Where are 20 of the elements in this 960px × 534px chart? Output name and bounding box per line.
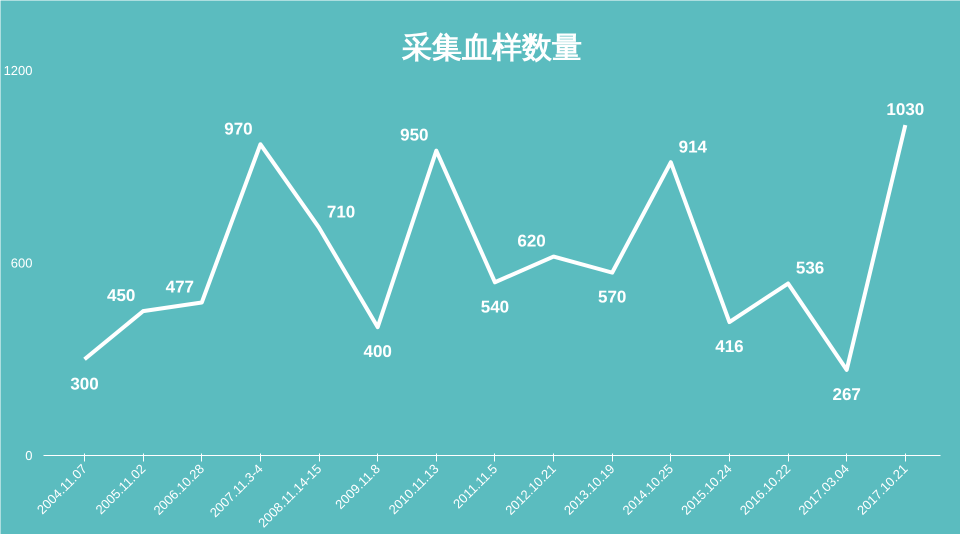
data-label: 710 xyxy=(326,202,356,222)
line-series xyxy=(82,123,908,372)
data-label: 416 xyxy=(715,337,744,356)
data-label: 570 xyxy=(598,288,626,307)
data-label: 950 xyxy=(400,126,428,145)
data-label: 970 xyxy=(224,119,253,138)
data-label: 477 xyxy=(166,277,194,296)
data-label: 620 xyxy=(517,232,546,251)
y-tick-label: 0 xyxy=(25,448,33,463)
data-label: 536 xyxy=(796,258,824,278)
data-label: 267 xyxy=(832,384,861,404)
data-label: 300 xyxy=(70,374,99,394)
data-label: 1030 xyxy=(886,100,924,120)
data-label: 540 xyxy=(480,297,510,316)
data-label: 914 xyxy=(678,137,708,156)
y-tick-label: 600 xyxy=(10,256,33,270)
data-label: 400 xyxy=(363,342,392,362)
data-label: 450 xyxy=(106,286,136,306)
y-tick-label: 1200 xyxy=(4,63,32,78)
chart-title: 采集血样数量 xyxy=(401,30,582,66)
